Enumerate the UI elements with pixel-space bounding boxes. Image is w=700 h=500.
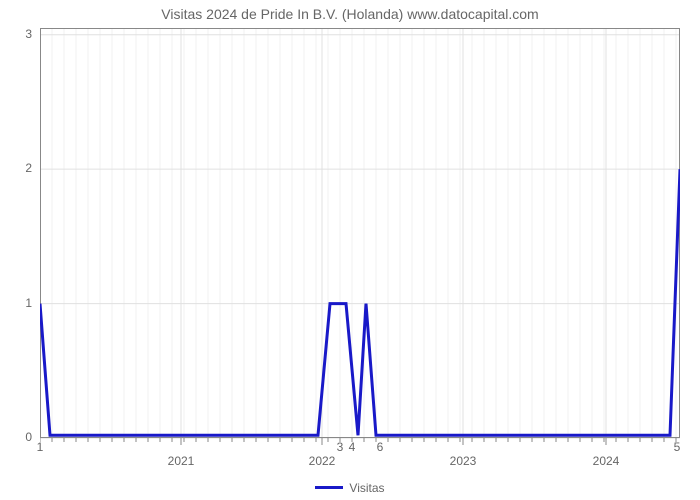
- axis-tick-label: 2022: [292, 454, 352, 468]
- legend-swatch-icon: [315, 486, 343, 489]
- axis-tick-label: 2024: [576, 454, 636, 468]
- axis-tick-label: 3: [25, 27, 32, 41]
- axis-tick-label: 2021: [151, 454, 211, 468]
- axis-tick-label: 2023: [433, 454, 493, 468]
- chart-plot-area: [40, 28, 680, 438]
- axis-tick-label: 5: [647, 440, 700, 454]
- axis-tick-label: 1: [10, 440, 70, 454]
- chart-container: Visitas 2024 de Pride In B.V. (Holanda) …: [0, 0, 700, 500]
- legend-label: Visitas: [349, 481, 384, 495]
- axis-tick-label: 6: [350, 440, 410, 454]
- chart-title: Visitas 2024 de Pride In B.V. (Holanda) …: [0, 6, 700, 22]
- chart-legend: Visitas: [0, 480, 700, 495]
- axis-tick-label: 2: [25, 161, 32, 175]
- axis-tick-label: 1: [25, 296, 32, 310]
- chart-svg: [40, 28, 680, 458]
